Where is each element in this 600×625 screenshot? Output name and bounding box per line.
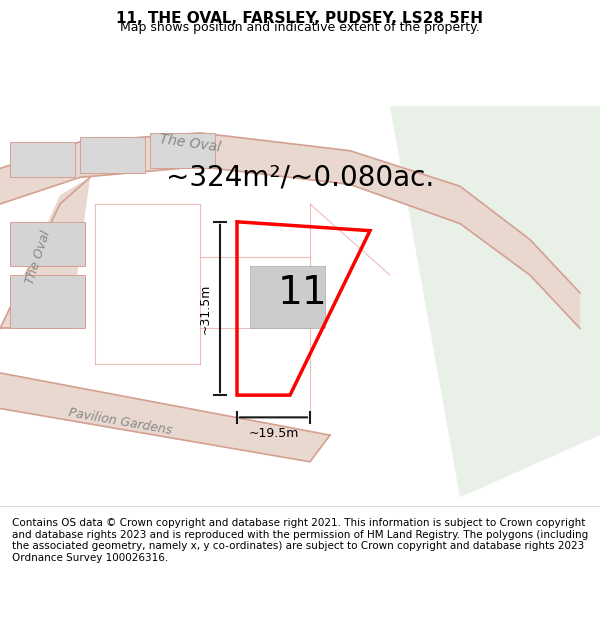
Text: Map shows position and indicative extent of the property.: Map shows position and indicative extent… <box>120 21 480 34</box>
Text: 11: 11 <box>278 274 328 312</box>
Bar <box>80 138 145 173</box>
Bar <box>150 133 215 169</box>
Text: ~19.5m: ~19.5m <box>248 427 299 440</box>
Text: The Oval: The Oval <box>23 229 53 286</box>
Text: Contains OS data © Crown copyright and database right 2021. This information is : Contains OS data © Crown copyright and d… <box>12 518 588 563</box>
Polygon shape <box>310 106 600 498</box>
Bar <box>250 266 325 329</box>
Text: ~324m²/~0.080ac.: ~324m²/~0.080ac. <box>166 163 434 191</box>
Bar <box>10 222 85 266</box>
Bar <box>10 275 85 329</box>
Bar <box>10 142 75 177</box>
Text: 11, THE OVAL, FARSLEY, PUDSEY, LS28 5FH: 11, THE OVAL, FARSLEY, PUDSEY, LS28 5FH <box>116 11 484 26</box>
Polygon shape <box>0 373 330 462</box>
Polygon shape <box>0 177 90 329</box>
Text: ~31.5m: ~31.5m <box>199 283 212 334</box>
Text: Pavilion Gardens: Pavilion Gardens <box>67 406 173 437</box>
Text: The Oval: The Oval <box>158 132 221 155</box>
Polygon shape <box>0 133 580 329</box>
